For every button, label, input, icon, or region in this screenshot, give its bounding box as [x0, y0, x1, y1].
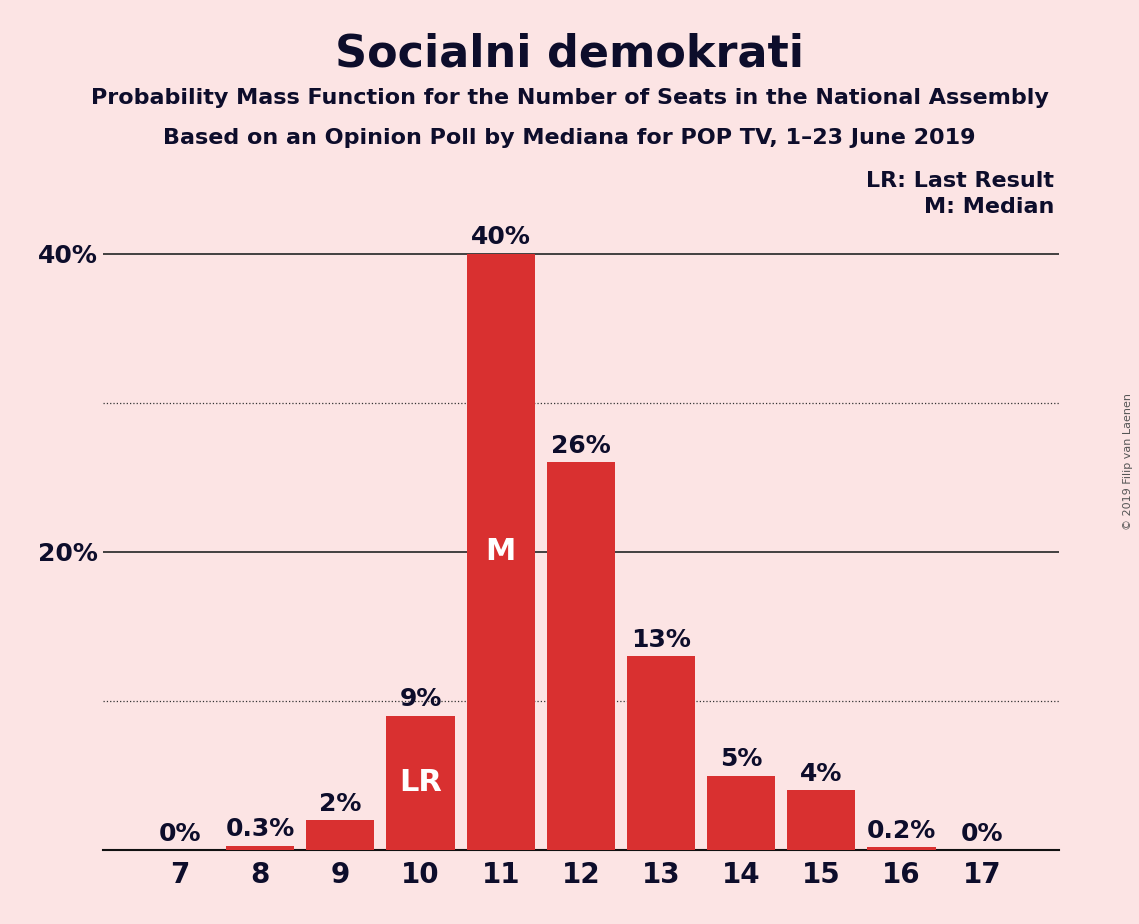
Text: 13%: 13%	[631, 627, 691, 651]
Bar	[386, 716, 454, 850]
Bar	[707, 775, 776, 850]
Bar	[227, 845, 294, 850]
Bar	[868, 847, 935, 850]
Text: 26%: 26%	[551, 434, 611, 458]
Bar	[467, 254, 535, 850]
Text: Based on an Opinion Poll by Mediana for POP TV, 1–23 June 2019: Based on an Opinion Poll by Mediana for …	[163, 128, 976, 148]
Text: M: M	[485, 538, 516, 566]
Bar	[787, 790, 855, 850]
Text: 0%: 0%	[158, 821, 202, 845]
Text: 9%: 9%	[400, 687, 442, 711]
Bar	[306, 821, 375, 850]
Text: 4%: 4%	[801, 762, 843, 786]
Text: 40%: 40%	[470, 225, 531, 249]
Text: 2%: 2%	[319, 792, 361, 816]
Text: 0.3%: 0.3%	[226, 817, 295, 841]
Text: 0%: 0%	[960, 821, 1003, 845]
Text: Socialni demokrati: Socialni demokrati	[335, 32, 804, 76]
Text: M: Median: M: Median	[924, 197, 1055, 217]
Text: LR: Last Result: LR: Last Result	[867, 171, 1055, 190]
Text: Probability Mass Function for the Number of Seats in the National Assembly: Probability Mass Function for the Number…	[91, 88, 1048, 108]
Text: © 2019 Filip van Laenen: © 2019 Filip van Laenen	[1123, 394, 1133, 530]
Bar	[626, 656, 695, 850]
Text: LR: LR	[399, 769, 442, 797]
Bar	[547, 462, 615, 850]
Text: 5%: 5%	[720, 748, 762, 771]
Text: 0.2%: 0.2%	[867, 819, 936, 843]
